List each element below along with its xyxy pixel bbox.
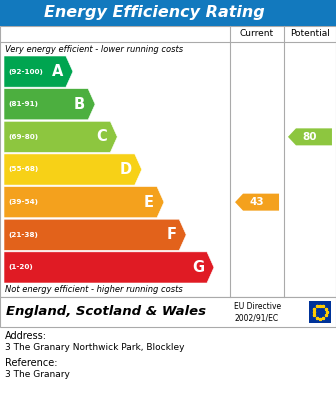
- Text: (39-54): (39-54): [8, 199, 38, 205]
- Text: G: G: [192, 260, 204, 275]
- Text: Energy Efficiency Rating: Energy Efficiency Rating: [44, 6, 265, 21]
- Polygon shape: [4, 252, 214, 283]
- Text: 3 The Granary: 3 The Granary: [5, 370, 70, 379]
- Text: Very energy efficient - lower running costs: Very energy efficient - lower running co…: [5, 45, 183, 53]
- Polygon shape: [235, 194, 279, 211]
- Text: Potential: Potential: [290, 30, 330, 38]
- Text: E: E: [144, 195, 154, 210]
- Text: 43: 43: [250, 197, 264, 207]
- Text: (92-100): (92-100): [8, 69, 43, 75]
- Text: Address:: Address:: [5, 331, 47, 341]
- Bar: [0, 0, 336, 26]
- Text: England, Scotland & Wales: England, Scotland & Wales: [6, 305, 206, 318]
- Polygon shape: [4, 121, 117, 152]
- Polygon shape: [4, 88, 95, 120]
- Polygon shape: [4, 219, 186, 250]
- Text: B: B: [74, 97, 85, 112]
- Text: (21-38): (21-38): [8, 232, 38, 238]
- Text: Reference:: Reference:: [5, 358, 57, 368]
- Text: Current: Current: [240, 30, 274, 38]
- Polygon shape: [4, 154, 142, 185]
- Polygon shape: [4, 56, 73, 87]
- Text: A: A: [51, 64, 63, 79]
- Text: 80: 80: [303, 132, 317, 142]
- Bar: [309, 301, 331, 323]
- Text: (1-20): (1-20): [8, 264, 33, 271]
- Text: (69-80): (69-80): [8, 134, 38, 140]
- Text: D: D: [120, 162, 132, 177]
- Polygon shape: [288, 128, 332, 145]
- Text: C: C: [96, 129, 107, 144]
- Bar: [0, 26, 336, 297]
- Text: F: F: [166, 227, 176, 242]
- Polygon shape: [4, 186, 164, 218]
- Bar: [0, 297, 336, 327]
- Text: 3 The Granary Northwick Park, Blockley: 3 The Granary Northwick Park, Blockley: [5, 343, 184, 352]
- Text: (55-68): (55-68): [8, 167, 38, 173]
- Text: EU Directive
2002/91/EC: EU Directive 2002/91/EC: [234, 302, 281, 322]
- Text: Not energy efficient - higher running costs: Not energy efficient - higher running co…: [5, 286, 183, 295]
- Text: (81-91): (81-91): [8, 101, 38, 107]
